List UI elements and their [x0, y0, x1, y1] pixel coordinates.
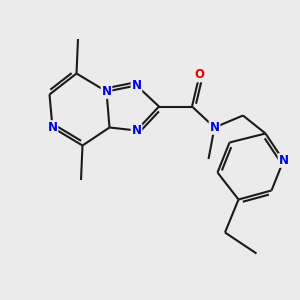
Text: N: N [101, 85, 112, 98]
Text: N: N [131, 79, 142, 92]
Text: N: N [209, 121, 220, 134]
Text: O: O [194, 68, 205, 82]
Text: N: N [131, 124, 142, 137]
Text: N: N [278, 154, 289, 167]
Text: N: N [47, 121, 58, 134]
